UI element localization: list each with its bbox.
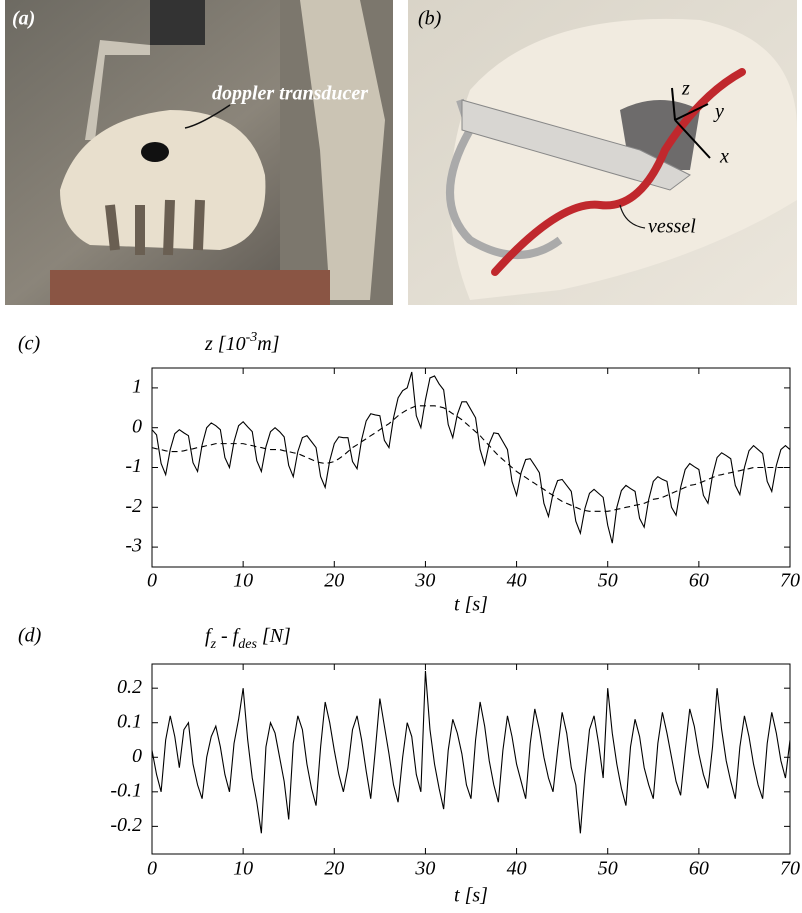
y-axis-label: z [10-3m]	[204, 330, 279, 355]
plot-frame	[151, 367, 791, 568]
y-tick-label: 1	[132, 375, 142, 397]
axis-label: z	[681, 78, 690, 100]
y-axis-label-part: [N]	[257, 625, 291, 647]
x-tick-label: 30	[414, 858, 435, 880]
panel-label: (b)	[418, 8, 442, 30]
y-axis-label-part: z	[210, 637, 217, 652]
x-tick-label: 70	[780, 570, 800, 592]
y-tick-label: 0	[132, 745, 142, 767]
y-axis-label-part: - f	[216, 625, 241, 647]
x-tick-label: 50	[598, 570, 618, 592]
panel-label: (c)	[18, 333, 41, 355]
x-tick-label: 40	[507, 858, 527, 880]
x-tick-label: 0	[147, 858, 157, 880]
x-tick-label: 70	[780, 858, 800, 880]
annotation: vessel	[648, 216, 696, 238]
axis-label: y	[713, 101, 724, 123]
photo-a: (a) doppler transducer	[5, 0, 393, 305]
x-tick-label: 20	[324, 570, 344, 592]
x-tick-label: 0	[147, 570, 157, 592]
data-line	[151, 405, 790, 512]
x-tick-label: 30	[414, 570, 435, 592]
plot-frame	[151, 663, 791, 855]
x-axis-label: t [s]	[454, 885, 488, 907]
y-axis-label-part: z [10	[204, 333, 246, 355]
x-tick-label: 10	[233, 858, 253, 880]
x-tick-label: 60	[689, 858, 709, 880]
panel-label: (d)	[18, 625, 42, 647]
y-axis-label-part: m]	[257, 333, 279, 355]
y-tick-label: -0.2	[110, 814, 142, 836]
x-tick-label: 20	[324, 858, 344, 880]
y-tick-label: 0.2	[117, 676, 142, 698]
x-tick-label: 40	[507, 570, 527, 592]
y-axis-label-part: -3	[246, 330, 258, 345]
y-axis-label-part: f	[205, 625, 213, 647]
photo-b: z y x vessel (b)	[408, 0, 797, 305]
x-axis-label: t [s]	[454, 594, 488, 616]
y-tick-label: -1	[125, 455, 142, 477]
y-tick-label: -3	[125, 535, 142, 557]
y-tick-label: 0.1	[117, 710, 142, 732]
annotation: doppler transducer	[212, 83, 368, 105]
x-tick-label: 10	[233, 570, 253, 592]
y-axis-label-part: des	[238, 637, 257, 652]
panel-label: (a)	[12, 8, 35, 30]
y-tick-label: -2	[125, 495, 142, 517]
data-line	[151, 670, 791, 834]
y-tick-label: -0.1	[110, 779, 142, 801]
x-tick-label: 60	[689, 570, 709, 592]
y-tick-label: 0	[132, 415, 142, 437]
y-axis-label: fz - fdes [N]	[205, 625, 291, 652]
data-line	[151, 371, 791, 544]
x-tick-label: 50	[598, 858, 618, 880]
axis-label: x	[719, 146, 729, 168]
